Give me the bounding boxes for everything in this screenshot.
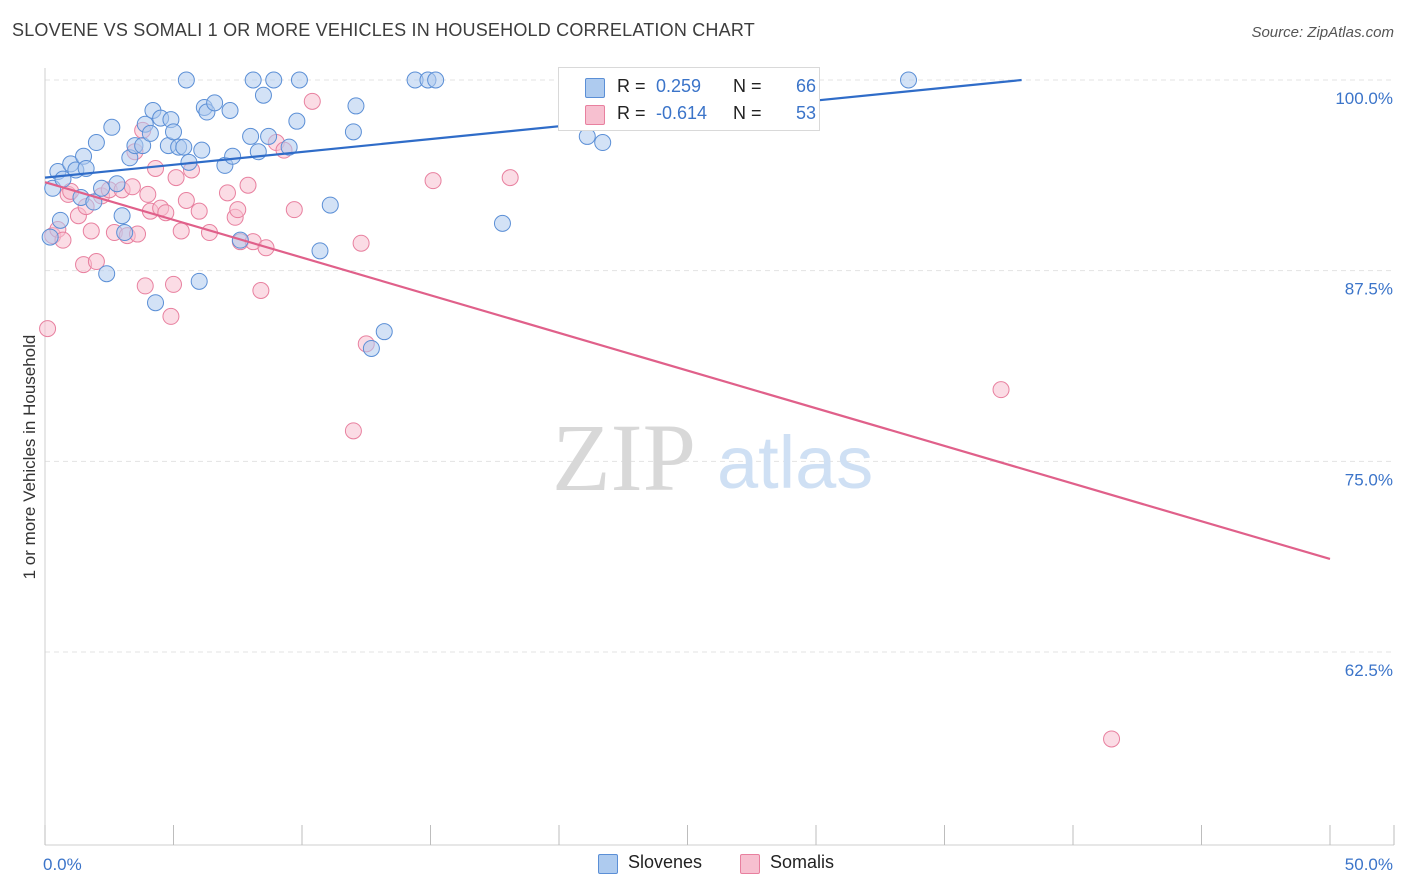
slovenes-point	[134, 137, 152, 155]
y-tick-label: 100.0%	[1335, 89, 1393, 108]
somalis-point	[139, 185, 157, 203]
slovenes-point	[165, 123, 182, 141]
slovenes-point	[244, 71, 262, 89]
slovenes-point	[224, 147, 242, 165]
slovenes-point	[493, 214, 511, 232]
slovenes-point	[265, 71, 283, 89]
somalis-point	[303, 92, 321, 110]
slovenes-point	[147, 294, 165, 312]
slovenes-point	[87, 134, 105, 152]
slovenes-point	[242, 127, 260, 145]
tick-labels: 100.0% 87.5% 75.0% 62.5% 0.0% 50.0%	[43, 89, 1393, 874]
y-tick-label: 87.5%	[1345, 280, 1393, 299]
slovenes-point	[103, 118, 121, 136]
chart-title: SLOVENE VS SOMALI 1 OR MORE VEHICLES IN …	[12, 20, 755, 40]
slovenes-point	[175, 138, 193, 156]
y-tick-label: 62.5%	[1345, 661, 1393, 680]
n-label: N =	[733, 76, 762, 96]
n-label: N =	[733, 103, 762, 123]
slovenes-point	[254, 86, 272, 104]
y-tick-label: 75.0%	[1345, 470, 1393, 489]
somalis-point	[501, 169, 519, 187]
slovenes-point	[375, 323, 393, 341]
somalis-point	[218, 184, 236, 202]
somalis-point	[239, 176, 257, 194]
somalis-point	[252, 281, 270, 299]
slovenes-point	[311, 242, 329, 260]
slovenes-point	[427, 71, 445, 89]
watermark-zip: ZIP	[552, 404, 696, 511]
trend-lines	[44, 78, 1331, 561]
slovenes-point	[141, 124, 159, 142]
somalis-point	[992, 381, 1010, 399]
n-value: 53	[796, 103, 817, 123]
slovenes-point	[221, 102, 239, 120]
slovenes-label: Slovenes	[628, 852, 703, 872]
stats-legend: R = 0.259 N = 66 R = -0.614 N = 53	[558, 67, 820, 131]
somalis-point	[177, 192, 195, 210]
n-value: 66	[796, 76, 817, 96]
source-label: Source: ZipAtlas.com	[1251, 24, 1394, 41]
somalis-point	[123, 178, 141, 196]
axes	[44, 68, 1395, 846]
somalis-point	[344, 422, 362, 440]
somalis-point	[87, 253, 105, 271]
watermark-atlas: atlas	[717, 421, 873, 504]
somalis-point	[172, 222, 190, 240]
somalis-trend-line	[44, 181, 1331, 561]
slovenes-swatch	[598, 854, 618, 874]
slovenes-point	[177, 71, 195, 89]
slovenes-point	[108, 175, 126, 193]
slovenes-point	[260, 127, 278, 145]
r-value: 0.259	[656, 76, 702, 96]
somalis-point	[190, 202, 208, 220]
slovenes-swatch	[585, 78, 605, 98]
somalis-point	[147, 159, 165, 177]
somalis-point	[165, 275, 182, 293]
somalis-point	[285, 201, 303, 219]
x-tick-label: 50.0%	[1345, 855, 1393, 874]
slovenes-point	[93, 179, 111, 197]
somalis-point	[229, 201, 247, 219]
somalis-point	[424, 172, 442, 190]
slovenes-point	[206, 94, 224, 112]
slovenes-point	[193, 141, 211, 159]
somalis-point	[82, 222, 100, 240]
slovenes-point	[344, 123, 362, 141]
somalis-swatch	[585, 105, 605, 125]
slovenes-point	[290, 71, 308, 89]
somalis-point	[136, 277, 154, 295]
slovenes-point	[347, 97, 365, 115]
slovenes-point	[98, 265, 116, 283]
slovenes-point	[594, 134, 612, 152]
slovenes-point	[280, 138, 298, 156]
slovenes-point	[113, 207, 131, 225]
slovenes-point	[51, 211, 69, 229]
somalis-point	[162, 307, 180, 325]
slovenes-point	[900, 71, 918, 89]
gridlines	[45, 79, 1394, 653]
r-value: -0.614	[656, 103, 708, 123]
somalis-point	[167, 169, 185, 187]
slovenes-point	[41, 228, 59, 246]
r-label: R =	[617, 103, 646, 123]
somalis-swatch	[740, 854, 760, 874]
slovenes-point	[321, 196, 339, 214]
x-tick-label: 0.0%	[43, 855, 82, 874]
slovenes-point	[116, 224, 134, 242]
slovenes-point	[288, 112, 306, 130]
somalis-label: Somalis	[770, 852, 835, 872]
somalis-point	[1103, 730, 1121, 748]
somalis-point	[352, 234, 370, 252]
slovenes-point	[190, 272, 208, 290]
slovenes-point	[362, 339, 380, 357]
r-label: R =	[617, 76, 646, 96]
watermark: ZIP atlas	[552, 404, 873, 511]
somalis-point	[39, 320, 57, 338]
slovenes-trend-line	[44, 78, 1022, 179]
